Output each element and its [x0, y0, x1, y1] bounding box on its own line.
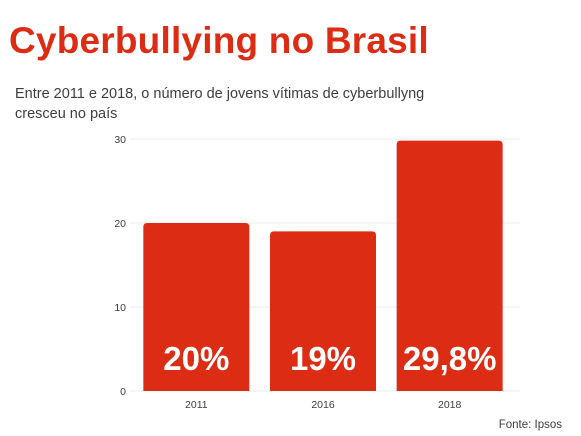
x-tick-label: 2018: [438, 399, 462, 411]
x-tick-label: 2016: [311, 399, 335, 411]
data-label: 29,8%: [403, 340, 497, 377]
bar: [143, 223, 250, 391]
bar: [270, 231, 376, 391]
y-tick-label: 10: [114, 302, 126, 314]
data-label: 19%: [290, 340, 356, 377]
y-tick-label: 20: [114, 218, 126, 230]
bar: [396, 140, 503, 391]
y-tick-label: 0: [120, 386, 126, 398]
x-tick-label: 2011: [185, 399, 208, 411]
source-note: Fonte: Ipsos: [498, 419, 562, 431]
y-tick-label: 30: [114, 134, 126, 146]
chart-title: Cyberbullying no Brasil: [9, 20, 429, 61]
chart-subtitle: Entre 2011 e 2018, o número de jovens ví…: [15, 86, 425, 122]
data-label: 20%: [163, 340, 229, 377]
